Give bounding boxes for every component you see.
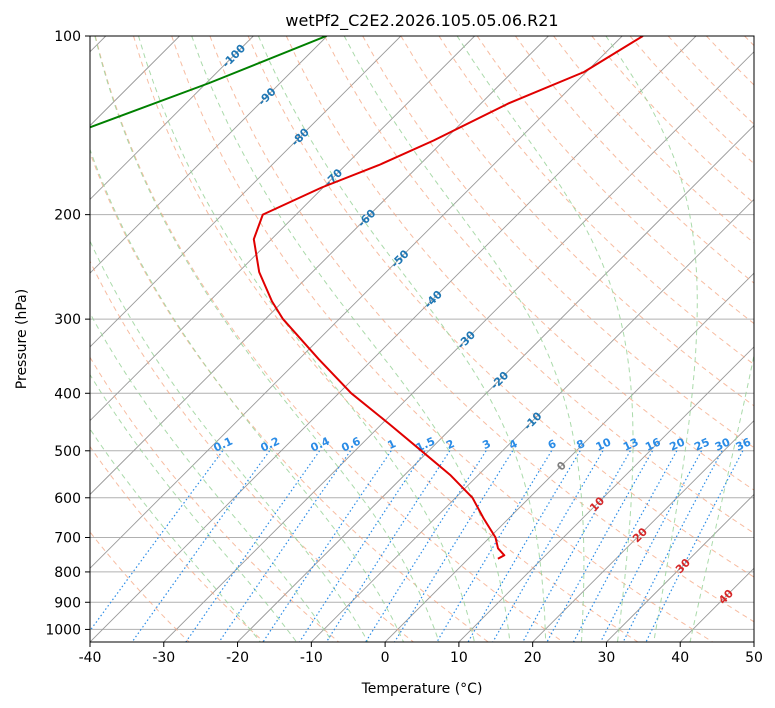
mixing-ratio-label: 16 [643, 435, 663, 453]
y-tick-label: 100 [54, 29, 81, 45]
isotherm-line [90, 36, 623, 569]
dry-adiabat [171, 36, 714, 642]
axis-ticks: -40 -30 -20 -10 0 10 20 30 40 50 100 200 300 400 500 60… [45, 29, 763, 666]
temperature-line [252, 36, 644, 560]
mixing-ratio-line [645, 450, 744, 642]
isotherm-line [532, 420, 754, 642]
moist-adiabat [138, 36, 475, 642]
dry-adiabat [209, 36, 754, 623]
y-tick-label: 300 [54, 312, 81, 328]
dry-adiabat [94, 36, 564, 642]
x-tick-label: -10 [300, 650, 323, 666]
x-tick-label: -30 [152, 650, 175, 666]
moist-adiabat [90, 148, 405, 642]
chart-title: wetPf2_C2E2.2026.105.05.06.R21 [285, 11, 558, 31]
dry-adiabat [285, 36, 754, 534]
mixing-ratio-label: 36 [734, 435, 754, 453]
dry-adiabat [90, 151, 490, 642]
moist-adiabat [456, 36, 634, 642]
mixing-ratio-label: 25 [692, 435, 711, 453]
y-tick-label: 1000 [45, 622, 81, 638]
moist-adiabat [191, 36, 511, 642]
x-tick-label: -20 [226, 650, 249, 666]
y-tick-label: 900 [54, 595, 81, 611]
moist-adiabat [90, 312, 334, 642]
mixing-ratio-label: 30 [713, 435, 733, 453]
dry-adiabat [90, 531, 190, 642]
moist-adiabat [90, 239, 369, 642]
plot-frame [89, 35, 755, 643]
mixing-ratio-label: 20 [668, 435, 688, 453]
isotherm-line [163, 51, 754, 642]
isotherm-line [606, 493, 754, 642]
isotherm-line [90, 36, 549, 496]
dry-adiabat [438, 36, 754, 366]
isotherm-line [90, 36, 328, 274]
mixing-ratio-line [393, 450, 514, 642]
x-axis-label: Temperature (°C) [361, 681, 483, 697]
moist-adiabat [689, 352, 754, 642]
x-tick-label: 40 [671, 650, 689, 666]
mixing-ratio-line [492, 450, 604, 642]
isotherm-line [458, 346, 754, 642]
moist-adiabat [257, 36, 547, 642]
x-tick-label: -40 [79, 650, 102, 666]
x-tick-label: 20 [524, 650, 542, 666]
background-lines [90, 36, 754, 642]
profile-lines [90, 36, 644, 560]
dry-adiabat [400, 36, 754, 407]
dry-adiabat [133, 36, 639, 642]
isotherm-line [90, 36, 254, 200]
dry-adiabat [324, 36, 754, 491]
moist-adiabat [90, 373, 298, 642]
dry-adiabat [90, 356, 340, 642]
mixing-ratio-line [131, 450, 271, 642]
mixing-ratio-line [298, 450, 426, 642]
mixing-ratio-line [262, 450, 392, 642]
mixing-ratio-label: 13 [621, 435, 640, 453]
mixing-ratio-label: 10 [594, 435, 614, 453]
y-axis-label: Pressure (hPa) [14, 289, 30, 389]
mixing-ratio-line [364, 450, 487, 642]
y-tick-label: 700 [54, 531, 81, 547]
x-tick-label: 10 [450, 650, 468, 666]
y-tick-label: 800 [54, 565, 81, 581]
dry-adiabat [476, 36, 754, 325]
mixing-ratio-line [599, 450, 703, 642]
mixing-ratio-line [572, 450, 678, 642]
y-tick-label: 500 [54, 444, 81, 460]
dry-adiabat [514, 36, 754, 284]
isotherm-line [384, 272, 754, 642]
isotherm-line [90, 36, 697, 642]
mixing-ratio-line [325, 450, 451, 642]
dry-adiabat [90, 260, 415, 642]
moist-adiabat [605, 36, 698, 642]
isotherm-line [90, 36, 402, 348]
moist-adiabat [90, 428, 262, 642]
moist-adiabat [94, 36, 440, 642]
isotherm-line [90, 36, 475, 422]
y-tick-label: 200 [54, 208, 81, 224]
x-tick-label: 50 [745, 650, 763, 666]
y-tick-label: 400 [54, 386, 81, 402]
mixing-ratio-line [467, 450, 581, 642]
x-tick-label: 0 [381, 650, 390, 666]
dry-adiabat [247, 36, 754, 578]
y-tick-label: 600 [54, 491, 81, 507]
mixing-ratio-line [185, 450, 321, 642]
x-tick-label: 30 [598, 650, 616, 666]
